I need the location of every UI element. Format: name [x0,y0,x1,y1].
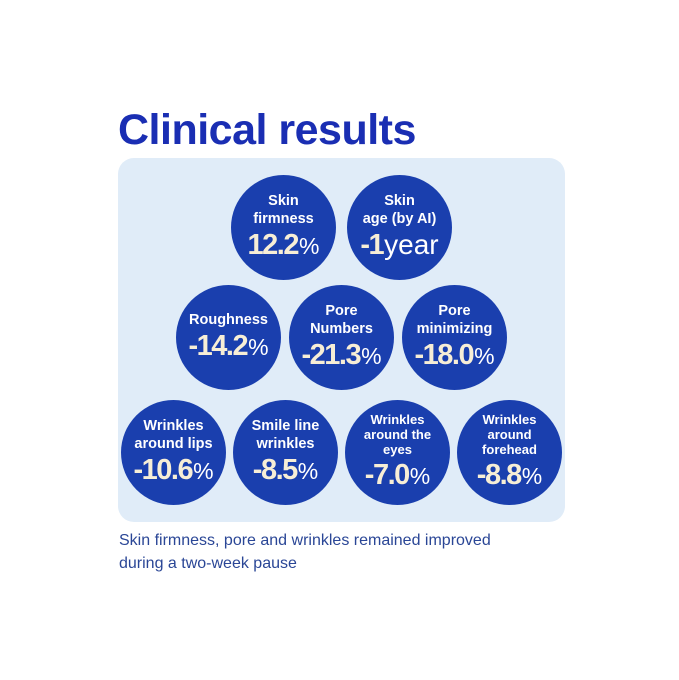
stat-value: -10.6% [133,454,213,487]
stat-label: Wrinkles around the eyes [363,412,432,457]
stat-number: -10.6 [133,453,193,486]
stat-number: 12.2 [247,228,300,261]
stat-unit: % [299,232,320,259]
stat-bubble-pore-numbers: Pore Numbers -21.3% [289,285,394,390]
bubble-row-1: Skin firmness 12.2% Skin age (by AI) -1 y… [118,175,565,280]
stat-label: Wrinkles around forehead [482,412,537,457]
stat-value: 12.2% [248,229,320,262]
stat-value: -8.8% [477,459,542,492]
stat-unit: % [361,342,382,369]
stat-number: -21.3 [301,338,361,371]
stat-value: -8.5% [253,454,318,487]
stat-unit: % [297,457,319,484]
stat-label: Skin age (by AI) [362,193,437,227]
stat-number: -8.8 [476,458,522,491]
stat-value: -7.0% [365,459,430,492]
stat-bubble-roughness: Roughness -14.2% [176,285,281,390]
stat-unit: % [193,457,214,484]
stat-label: Wrinkles around lips [134,418,213,452]
results-panel: Skin firmness 12.2% Skin age (by AI) -1 y… [118,158,565,522]
stat-bubble-wrinkles-eyes: Wrinkles around the eyes -7.0% [345,400,450,505]
stat-number: -1 [360,228,384,261]
stat-label: Smile line wrinkles [251,418,320,452]
stat-label: Roughness [189,311,268,328]
stat-label: Skin firmness [253,193,314,227]
stat-unit: % [474,342,495,369]
stat-value: -1 year [360,229,438,262]
stat-bubble-smile-line: Smile line wrinkles -8.5% [233,400,338,505]
stat-bubble-wrinkles-forehead: Wrinkles around forehead -8.8% [457,400,562,505]
bubble-row-3: Wrinkles around lips -10.6% Smile line w… [118,400,565,505]
stat-number: -14.2 [188,330,248,363]
stat-unit: % [248,334,269,361]
caption-text: Skin firmness, pore and wrinkles remaine… [119,532,491,573]
bubble-row-2: Roughness -14.2% Pore Numbers -21.3% Por… [118,285,565,390]
stat-value: -14.2% [188,330,268,363]
stat-bubble-skin-firmness: Skin firmness 12.2% [231,175,336,280]
stat-number: -18.0 [414,338,474,371]
stat-number: -8.5 [252,453,298,486]
stat-value: -21.3% [301,339,381,372]
stat-value: -18.0% [414,339,494,372]
stat-label: Pore minimizing [416,303,493,337]
stat-label: Pore Numbers [310,303,373,337]
page-title: Clinical results [118,106,416,154]
stat-unit: year [384,228,439,260]
stat-bubble-pore-minimizing: Pore minimizing -18.0% [402,285,507,390]
stat-bubble-skin-age: Skin age (by AI) -1 year [347,175,452,280]
stat-unit: % [521,462,543,489]
stat-bubble-wrinkles-lips: Wrinkles around lips -10.6% [121,400,226,505]
stat-unit: % [409,462,431,489]
stat-number: -7.0 [364,458,410,491]
